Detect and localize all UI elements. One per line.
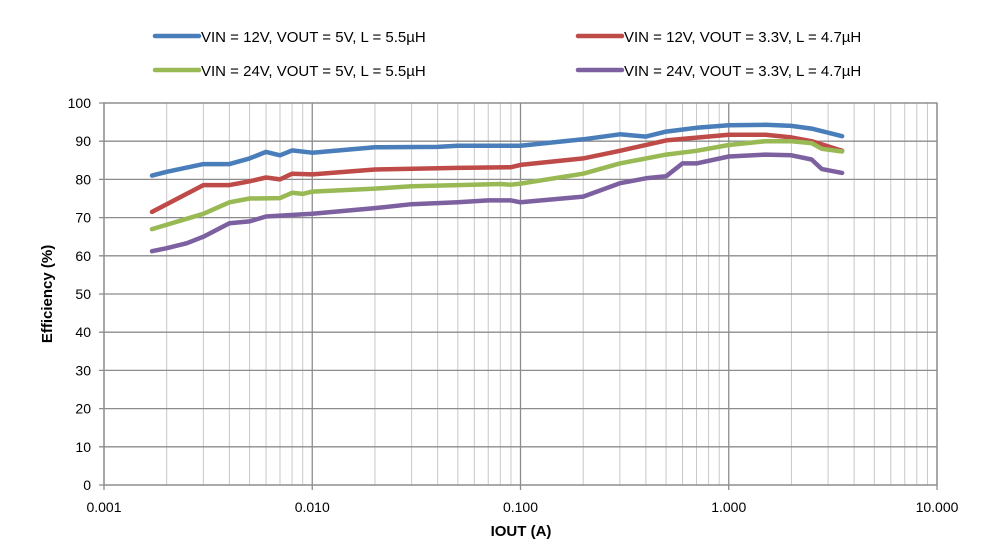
x-tick-label: 10.000 [916, 499, 959, 515]
series-lines [149, 122, 845, 254]
legend-label: VIN = 24V, VOUT = 3.3V, L = 4.7µH [624, 63, 861, 80]
tick-labels: 0.001 0.010 0.100 1.000 10.000 0 10 20 30 40 50 60 7… [68, 95, 959, 515]
y-tick-label: 60 [75, 248, 91, 264]
x-tick-label: 0.010 [295, 499, 330, 515]
y-tick-label: 100 [68, 95, 92, 111]
series-line [149, 122, 845, 178]
legend: VIN = 12V, VOUT = 5V, L = 5.5µH VIN = 12V… [152, 29, 861, 80]
x-tick-label: 0.001 [86, 499, 121, 515]
series-line [149, 152, 845, 254]
y-tick-label: 20 [75, 401, 91, 417]
y-tick-label: 70 [75, 210, 91, 226]
y-tick-label: 0 [83, 477, 91, 493]
x-axis-label: IOUT (A) [491, 523, 552, 540]
plot-border [103, 102, 938, 486]
y-tick-label: 80 [75, 171, 91, 187]
legend-label: VIN = 24V, VOUT = 5V, L = 5.5µH [201, 63, 426, 80]
x-tick-label: 1.000 [711, 499, 746, 515]
y-tick-label: 10 [75, 439, 91, 455]
legend-label: VIN = 12V, VOUT = 3.3V, L = 4.7µH [624, 29, 861, 46]
series-line [149, 138, 845, 232]
y-tick-label: 50 [75, 286, 91, 302]
x-tick-label: 0.100 [503, 499, 538, 515]
series-line [149, 132, 845, 215]
y-tick-label: 40 [75, 324, 91, 340]
y-tick-label: 30 [75, 362, 91, 378]
y-tick-label: 90 [75, 133, 91, 149]
y-axis-label: Efficiency (%) [39, 245, 56, 343]
legend-label: VIN = 12V, VOUT = 5V, L = 5.5µH [201, 29, 426, 46]
